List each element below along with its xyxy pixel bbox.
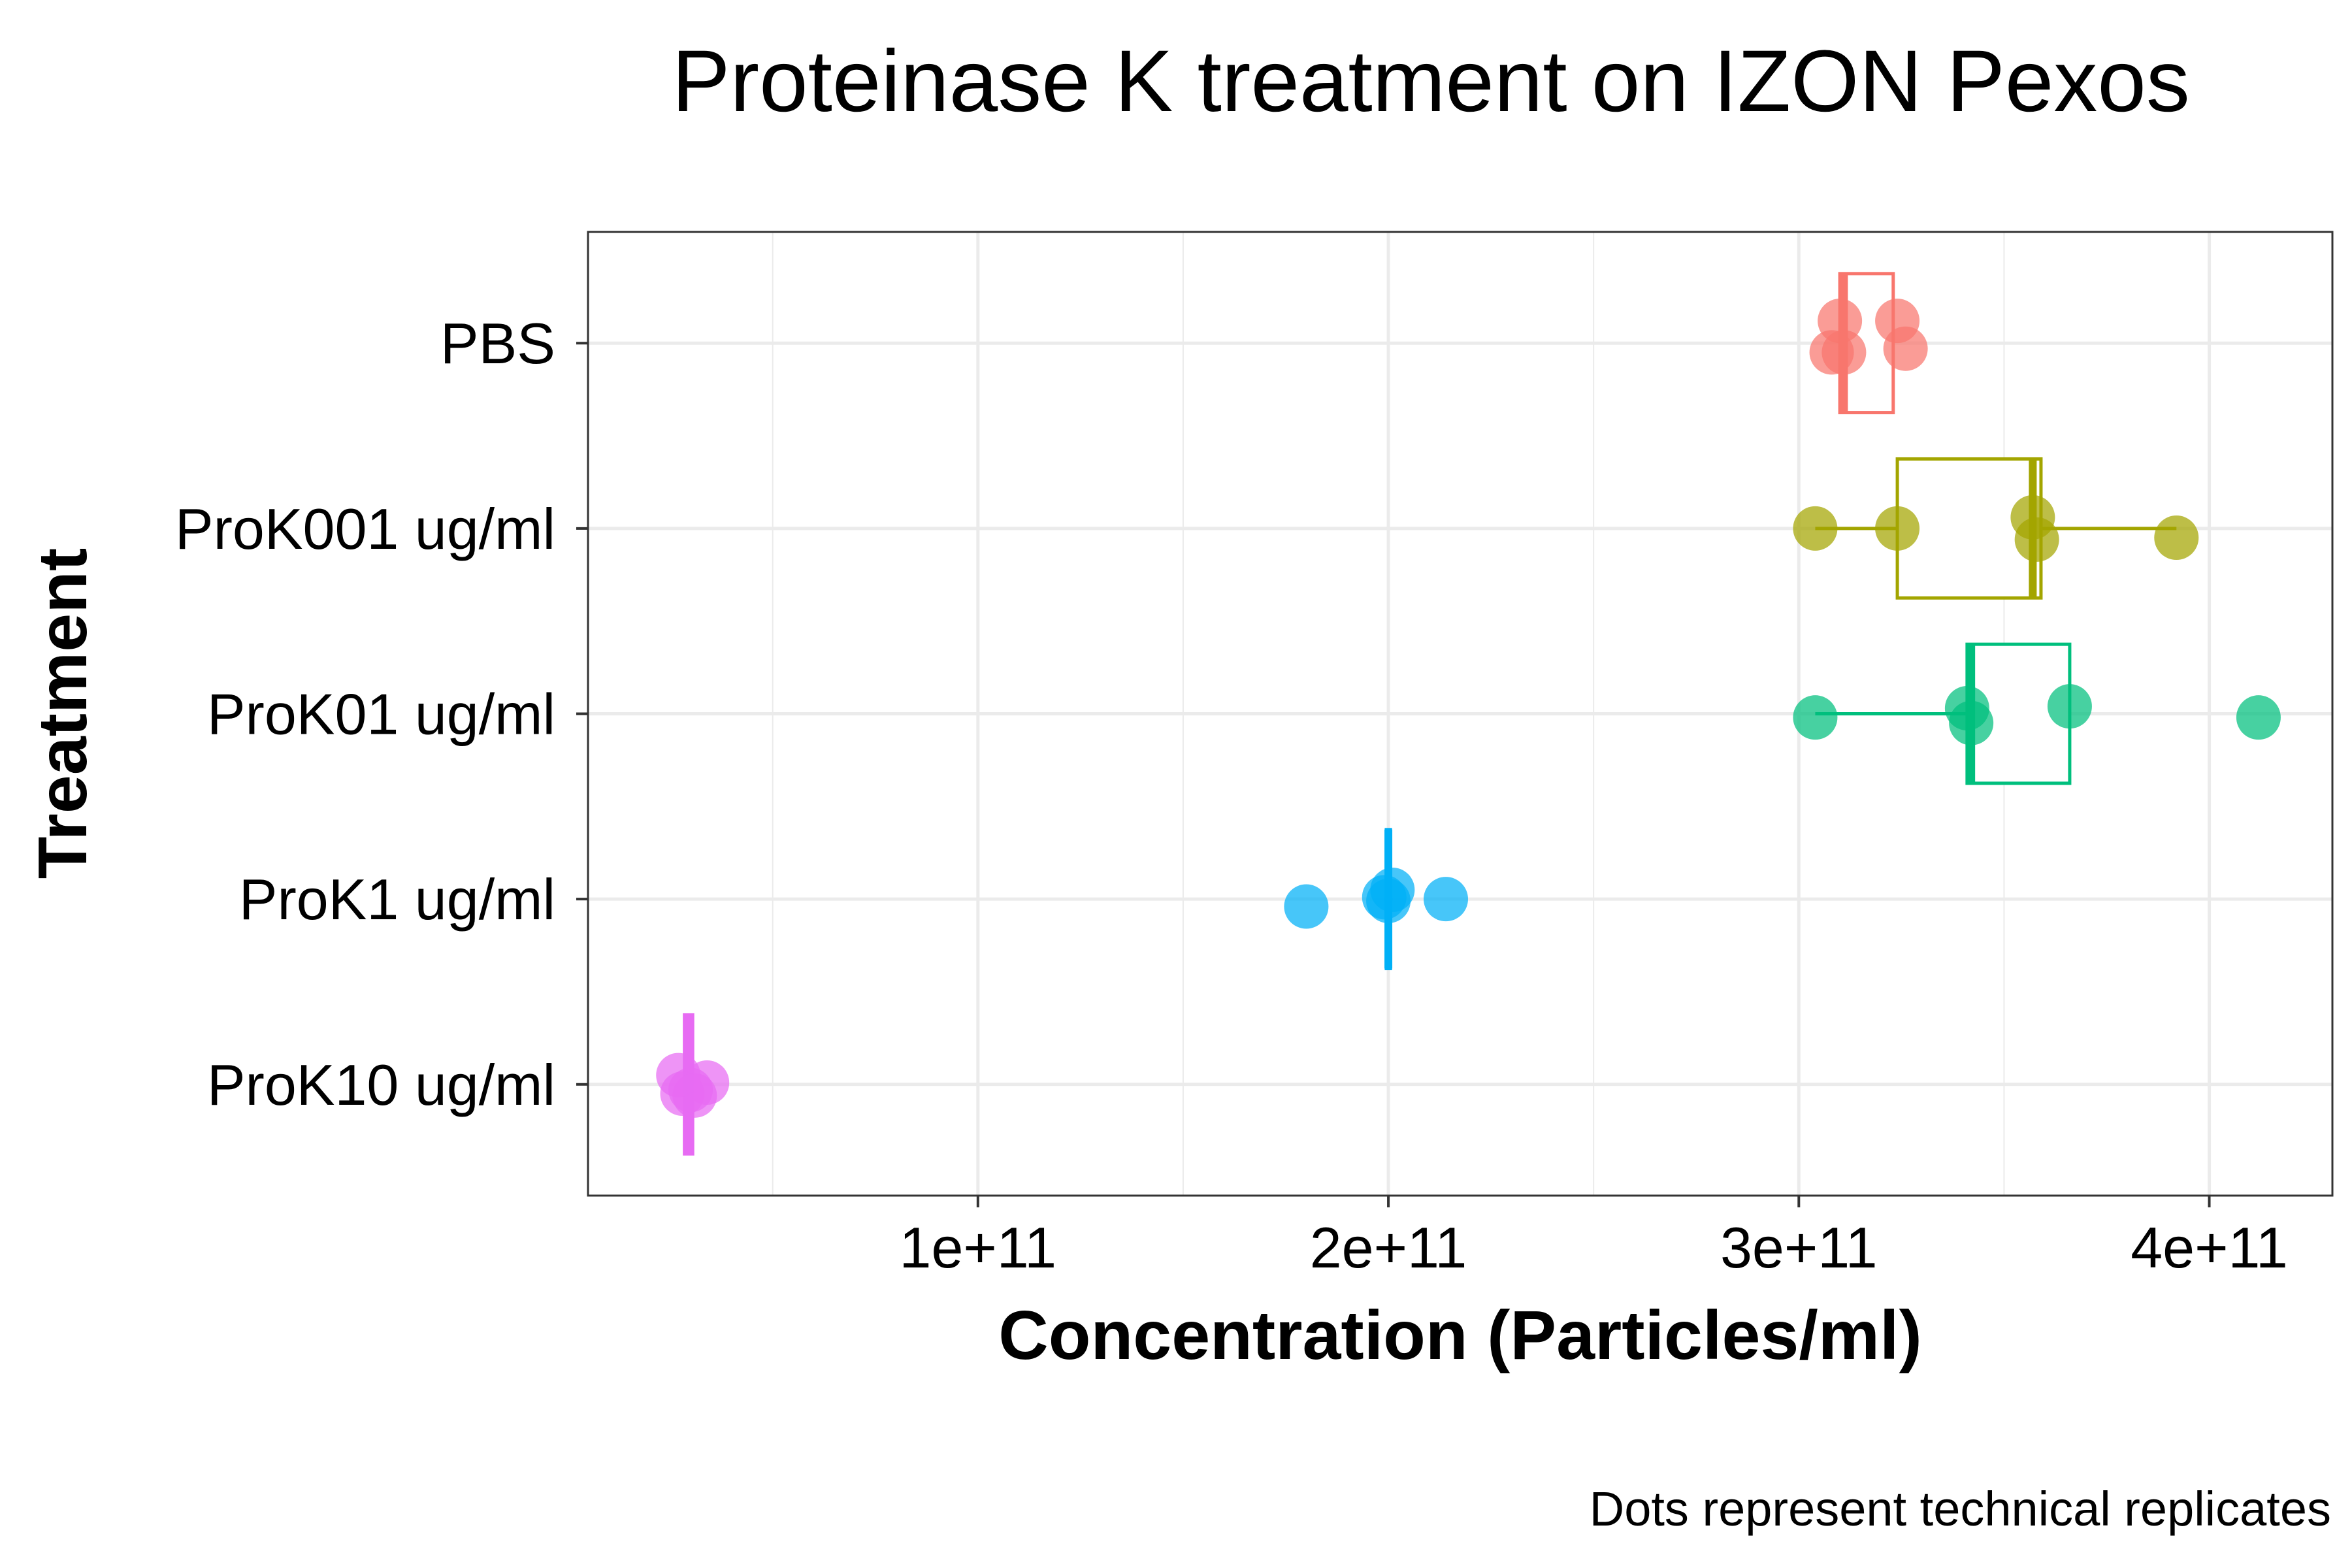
replicate-point: [1821, 330, 1867, 375]
y-tick-label: ProK10 ug/ml: [207, 1053, 555, 1117]
x-tick-label: 1e+11: [900, 1215, 1057, 1280]
x-tick-label: 4e+11: [2131, 1215, 2288, 1280]
chart-caption: Dots represent technical replicates: [1590, 1482, 2331, 1536]
replicate-point: [2047, 684, 2092, 729]
replicate-point: [1284, 884, 1329, 929]
replicate-point: [1366, 878, 1411, 923]
y-axis: PBS ProK001 ug/ml ProK01 ug/ml ProK1 ug/ml P…: [175, 311, 588, 1117]
x-tick-label: 2e+11: [1310, 1215, 1467, 1280]
points-layer: [656, 299, 2281, 1118]
y-tick-label: ProK01 ug/ml: [207, 682, 555, 747]
box-2: [1815, 457, 2177, 600]
replicate-point: [1424, 877, 1469, 922]
y-tick-label: ProK001 ug/ml: [175, 497, 555, 561]
x-axis: 1e+11 2e+11 3e+11 4e+11: [900, 1196, 2288, 1280]
y-tick-label: ProK1 ug/ml: [239, 867, 555, 932]
replicate-point: [1793, 506, 1838, 551]
y-tick-label: PBS: [440, 311, 555, 376]
x-axis-title: Concentration (Particles/ml): [998, 1297, 1922, 1374]
replicate-point: [1949, 700, 1994, 745]
replicate-point: [2236, 695, 2281, 740]
replicate-point: [685, 1060, 730, 1105]
replicate-point: [1793, 695, 1838, 740]
replicate-point: [2014, 517, 2059, 562]
replicate-point: [1883, 326, 1928, 371]
x-tick-label: 3e+11: [1720, 1215, 1878, 1280]
y-axis-title: Treatment: [24, 548, 101, 879]
replicate-point: [1875, 506, 1920, 551]
chart-title: Proteinase K treatment on IZON Pexos: [672, 33, 2190, 130]
replicate-point: [2154, 515, 2199, 561]
